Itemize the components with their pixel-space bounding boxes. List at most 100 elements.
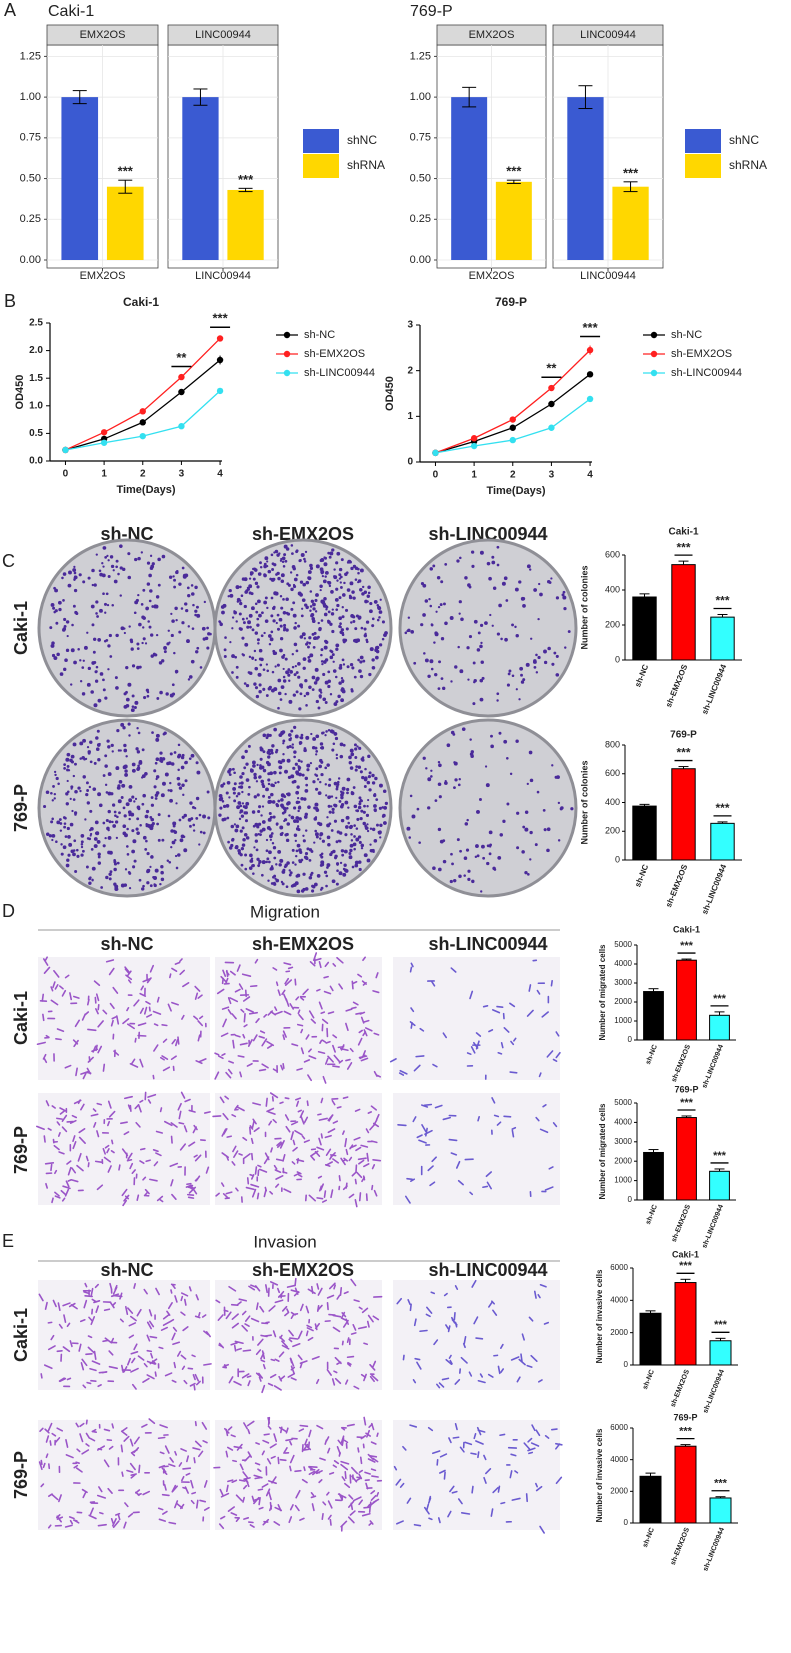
cell <box>267 1425 272 1430</box>
cell <box>121 1188 128 1197</box>
cell <box>500 1368 505 1374</box>
colony <box>247 792 251 796</box>
colony <box>485 783 490 788</box>
cell <box>496 1005 504 1009</box>
cell <box>425 1503 430 1512</box>
cell <box>236 1347 242 1351</box>
cell <box>91 1430 98 1433</box>
colony <box>114 814 117 817</box>
cell <box>509 1002 516 1008</box>
micrograph <box>38 957 210 1080</box>
cell <box>258 1168 268 1173</box>
cell <box>320 1011 326 1015</box>
y-tick-label: 0 <box>624 1518 629 1527</box>
colony <box>240 863 244 867</box>
colony <box>165 692 169 696</box>
cell <box>97 1384 102 1388</box>
cell <box>297 1354 303 1361</box>
colony <box>238 782 241 785</box>
colony <box>456 559 460 563</box>
cell <box>410 1007 415 1013</box>
colony <box>355 827 359 830</box>
colony <box>291 861 295 864</box>
colony <box>171 840 176 845</box>
cell <box>235 1517 240 1523</box>
colony <box>450 680 453 683</box>
cell <box>146 1334 151 1342</box>
colony <box>306 847 310 851</box>
y-tick-label: 2000 <box>614 1156 632 1165</box>
colony <box>329 655 334 660</box>
colony <box>290 815 295 820</box>
cell <box>119 1318 124 1323</box>
cell <box>500 1343 504 1350</box>
colony <box>359 655 364 660</box>
colony <box>479 678 484 683</box>
y-tick-label: 200 <box>605 619 620 629</box>
colony <box>315 767 319 771</box>
cell <box>282 1154 286 1162</box>
colony <box>298 559 302 563</box>
legend-marker <box>283 331 291 339</box>
y-tick-label: 2000 <box>610 1486 628 1495</box>
cell <box>195 1499 199 1509</box>
colony <box>258 860 262 864</box>
colony <box>256 763 259 767</box>
cell <box>259 1305 265 1313</box>
colony <box>363 853 368 858</box>
cell <box>44 1428 50 1434</box>
cell <box>107 1120 111 1127</box>
colony <box>543 649 547 654</box>
cell <box>203 1111 211 1114</box>
cell <box>194 985 201 992</box>
cell <box>317 1304 323 1311</box>
cell <box>138 1464 141 1474</box>
cell <box>349 1144 357 1149</box>
cell <box>45 1182 49 1189</box>
colony <box>533 665 537 669</box>
cell <box>255 1349 262 1356</box>
cell <box>112 986 119 994</box>
colony <box>291 746 294 749</box>
x-tick-label: sh-NC <box>645 1204 659 1226</box>
colony <box>74 762 77 766</box>
cell <box>170 1135 173 1144</box>
colony <box>233 610 236 613</box>
cell <box>65 1454 74 1459</box>
cell <box>276 1142 283 1148</box>
cell <box>47 1345 56 1351</box>
colony <box>324 766 328 770</box>
colony <box>488 576 492 581</box>
colony <box>302 582 307 587</box>
colony <box>467 877 471 882</box>
x-tick-label: LINC00944 <box>580 270 636 282</box>
cell <box>258 1506 264 1510</box>
legend-label: sh-EMX2OS <box>671 348 732 360</box>
cell <box>526 1009 534 1017</box>
colony <box>181 566 185 570</box>
colony <box>296 825 300 828</box>
colony <box>270 783 274 787</box>
cell <box>89 1507 94 1516</box>
colony <box>173 578 176 582</box>
colony <box>277 691 282 696</box>
colony <box>100 886 104 889</box>
cell <box>290 1314 295 1320</box>
colony <box>137 593 140 597</box>
colony <box>328 778 332 781</box>
colony <box>358 796 362 800</box>
cell <box>172 1326 178 1332</box>
cell <box>128 1322 137 1327</box>
colony <box>243 577 248 582</box>
colony <box>305 856 309 861</box>
cell <box>370 1499 378 1506</box>
colony <box>323 645 328 650</box>
colony <box>123 631 126 635</box>
cell <box>75 1467 83 1473</box>
colony <box>128 625 131 628</box>
cell <box>324 961 330 968</box>
colony <box>82 775 86 779</box>
cell <box>521 1333 525 1341</box>
colony <box>51 653 56 658</box>
cell <box>511 1126 517 1130</box>
